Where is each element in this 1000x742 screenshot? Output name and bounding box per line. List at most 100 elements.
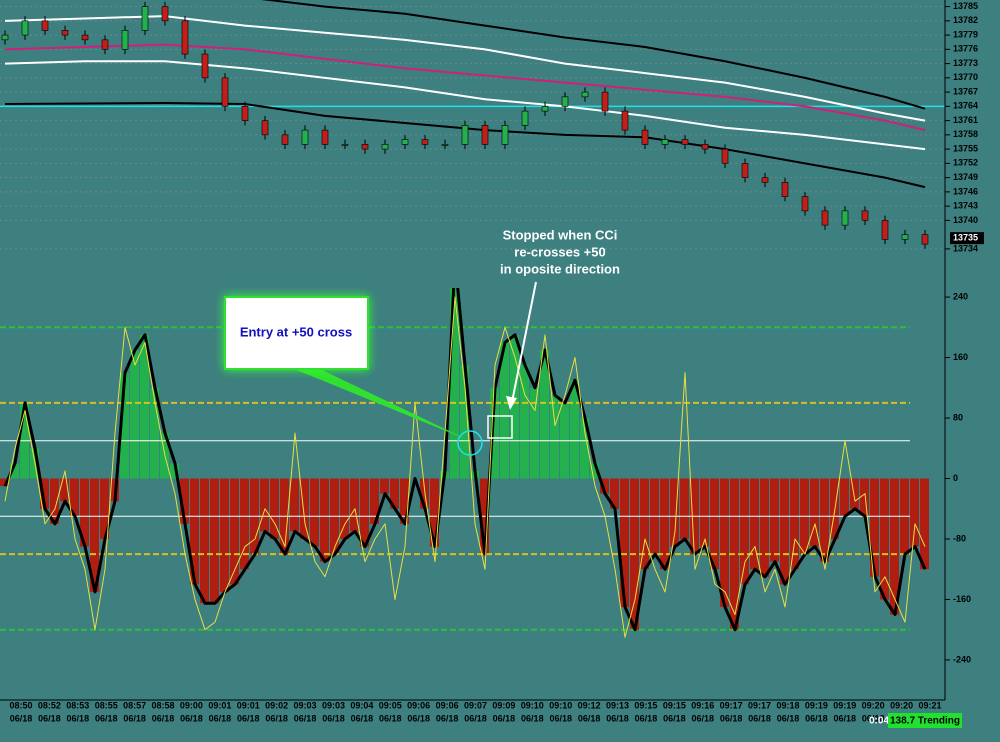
candle-body bbox=[621, 110, 629, 131]
candle-body bbox=[821, 210, 829, 226]
x-tick-label: 09:06 bbox=[407, 700, 430, 710]
x-date-label: 06/18 bbox=[663, 713, 686, 723]
x-tick-label: 09:18 bbox=[776, 700, 799, 710]
x-date-label: 06/18 bbox=[10, 713, 33, 723]
histogram-bar bbox=[0, 478, 9, 487]
histogram-bar bbox=[920, 478, 929, 570]
candle-body bbox=[481, 125, 489, 145]
entry-pointer bbox=[282, 364, 468, 440]
x-tick-label: 09:20 bbox=[862, 700, 885, 710]
histogram-bar bbox=[360, 478, 369, 547]
histogram-bar bbox=[310, 478, 319, 547]
histogram-bar bbox=[270, 478, 279, 539]
x-tick-label: 08:57 bbox=[123, 700, 146, 710]
x-tick-label: 09:10 bbox=[521, 700, 544, 710]
histogram-bar bbox=[460, 365, 469, 479]
fast-cci-line bbox=[4, 296, 926, 638]
x-date-label: 06/18 bbox=[237, 713, 260, 723]
stop-text: re-crosses +50 bbox=[514, 244, 605, 259]
histogram-bar bbox=[680, 478, 689, 539]
histogram-bar bbox=[510, 334, 519, 479]
candle-body bbox=[581, 91, 589, 98]
status-trend: 138.7 Trending bbox=[890, 716, 960, 727]
histogram-bar bbox=[10, 463, 19, 479]
x-date-label: 06/18 bbox=[265, 713, 288, 723]
x-tick-label: 09:21 bbox=[918, 700, 941, 710]
histogram-bar bbox=[140, 334, 149, 479]
stop-text: Stopped when CCi bbox=[503, 227, 618, 242]
y-tick-label: 13767 bbox=[953, 86, 978, 96]
histogram-bar bbox=[740, 478, 749, 585]
histogram-bar bbox=[570, 380, 579, 479]
y-tick-label: -240 bbox=[953, 654, 971, 664]
histogram-bar bbox=[790, 478, 799, 570]
candle-body bbox=[601, 91, 609, 112]
histogram-bar bbox=[600, 478, 609, 494]
x-tick-label: 08:52 bbox=[38, 700, 61, 710]
x-date-label: 06/18 bbox=[38, 713, 61, 723]
histogram-bar bbox=[890, 478, 899, 615]
histogram-bar bbox=[320, 478, 329, 562]
stop-text: in oposite direction bbox=[500, 261, 620, 276]
histogram-bar bbox=[350, 478, 359, 532]
histogram-bar bbox=[340, 478, 349, 539]
histogram-bar bbox=[520, 365, 529, 479]
histogram-bar bbox=[130, 349, 139, 479]
histogram-bar bbox=[290, 478, 299, 532]
histogram-bar bbox=[860, 478, 869, 517]
x-tick-label: 09:16 bbox=[691, 700, 714, 710]
x-date-label: 06/18 bbox=[322, 713, 345, 723]
x-date-label: 06/18 bbox=[209, 713, 232, 723]
histogram-bar bbox=[210, 478, 219, 604]
stop-marker bbox=[487, 415, 513, 439]
stop-arrow bbox=[511, 281, 537, 403]
y-tick-label: 13743 bbox=[953, 201, 978, 211]
y-tick-label: 240 bbox=[953, 291, 968, 301]
histogram-bar bbox=[260, 478, 269, 532]
histogram-bar bbox=[500, 342, 509, 479]
candle-body bbox=[301, 129, 309, 145]
x-date-label: 06/18 bbox=[691, 713, 714, 723]
x-date-label: 06/18 bbox=[464, 713, 487, 723]
histogram-bar bbox=[400, 478, 409, 524]
histogram-bar bbox=[640, 478, 649, 570]
candle-body bbox=[321, 129, 329, 145]
x-date-label: 06/18 bbox=[379, 713, 402, 723]
histogram-bar bbox=[840, 478, 849, 517]
entry-callout bbox=[224, 296, 369, 370]
x-tick-label: 09:01 bbox=[237, 700, 260, 710]
x-tick-label: 09:05 bbox=[379, 700, 402, 710]
x-tick-label: 09:01 bbox=[208, 700, 231, 710]
x-date-label: 06/18 bbox=[95, 713, 118, 723]
last-price-box bbox=[950, 232, 984, 245]
y-tick-label: 13770 bbox=[953, 72, 978, 82]
x-tick-label: 08:53 bbox=[66, 700, 89, 710]
x-tick-label: 09:09 bbox=[492, 700, 515, 710]
last-price-label: 13735 bbox=[953, 233, 978, 243]
candle-body bbox=[641, 129, 649, 145]
histogram-bar bbox=[870, 478, 879, 577]
candle-body bbox=[461, 125, 469, 145]
y-tick-label: 0 bbox=[953, 473, 958, 483]
y-tick-label: 13776 bbox=[953, 44, 978, 54]
x-date-label: 06/18 bbox=[635, 713, 658, 723]
candle-body bbox=[701, 144, 709, 150]
histogram-bar bbox=[100, 478, 109, 539]
candle-body bbox=[441, 144, 449, 146]
candle-body bbox=[381, 144, 389, 150]
y-tick-label: 13785 bbox=[953, 1, 978, 11]
histogram-bar bbox=[180, 478, 189, 524]
y-tick-label: 13764 bbox=[953, 101, 978, 111]
histogram-bar bbox=[170, 463, 179, 479]
x-date-label: 06/18 bbox=[521, 713, 544, 723]
candle-body bbox=[781, 182, 789, 197]
x-tick-label: 09:19 bbox=[805, 700, 828, 710]
candle-body bbox=[41, 20, 49, 31]
histogram-bar bbox=[150, 387, 159, 479]
y-tick-label: 13752 bbox=[953, 158, 978, 168]
entry-marker bbox=[457, 430, 483, 456]
y-tick-label: 160 bbox=[953, 352, 968, 362]
histogram-bar bbox=[590, 463, 599, 479]
y-tick-label: 13746 bbox=[953, 186, 978, 196]
